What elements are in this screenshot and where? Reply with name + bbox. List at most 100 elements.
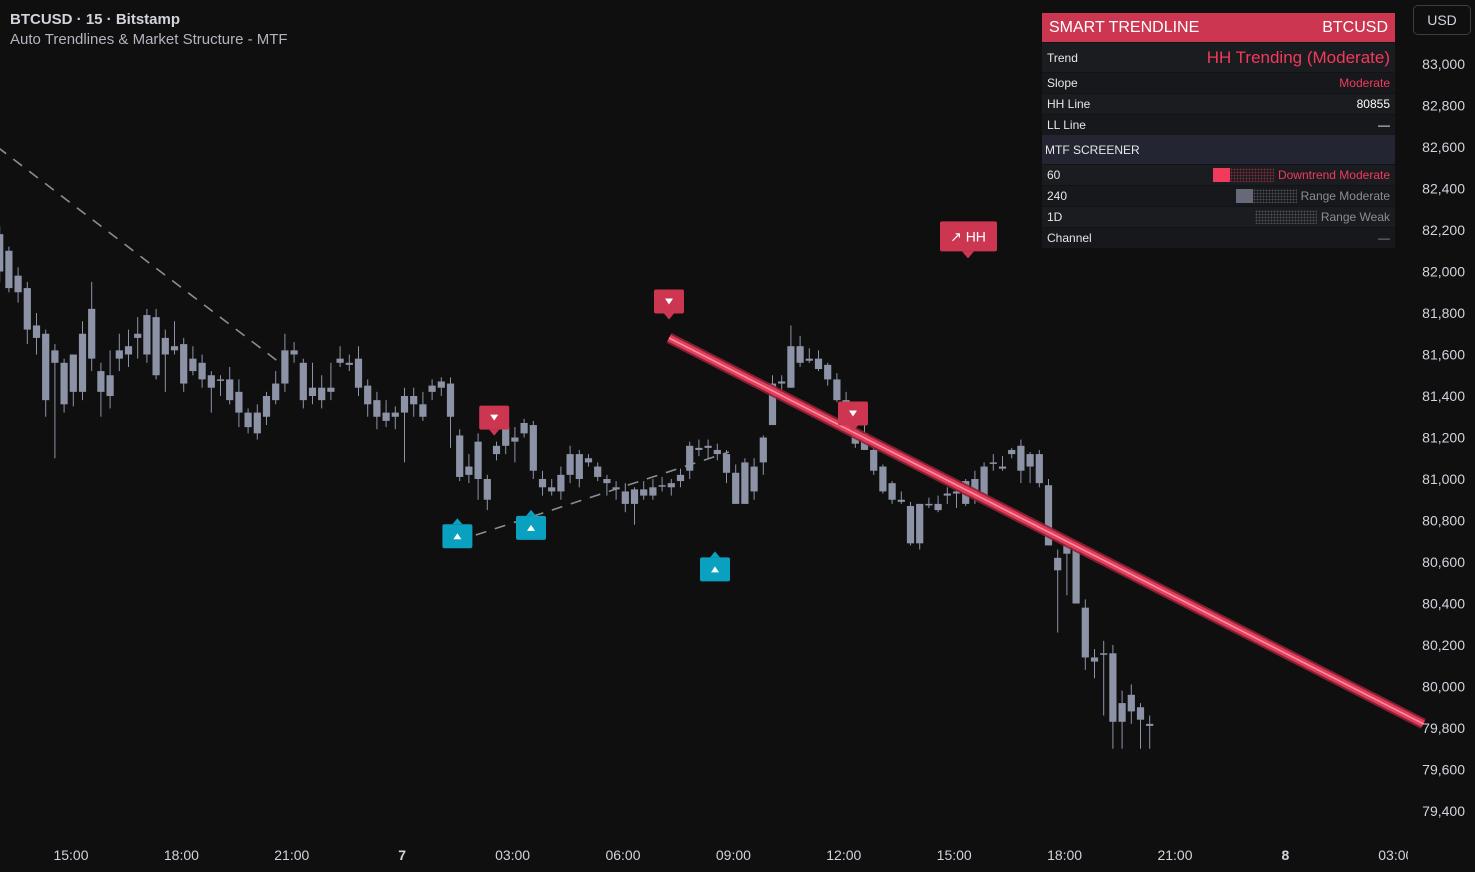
candle-body — [612, 487, 620, 490]
candle-body — [557, 474, 565, 492]
trendline-core — [668, 337, 1424, 725]
candle-body — [980, 466, 988, 500]
mtf-240-label: 240 — [1047, 189, 1068, 203]
candle-body — [796, 346, 804, 363]
candle-body — [161, 337, 169, 355]
candle-body — [934, 503, 942, 511]
candle-body — [750, 466, 758, 492]
time-tick-label: 12:00 — [826, 847, 861, 863]
candle-body — [152, 317, 160, 376]
candle-body — [483, 479, 491, 500]
up-arrow-icon — [453, 533, 462, 540]
candle-body — [226, 379, 234, 401]
candle-body — [345, 362, 353, 365]
channel-row: Channel — — [1042, 227, 1395, 248]
hh-line-label: HH Line — [1047, 97, 1091, 111]
candle-body — [51, 350, 59, 363]
candle-body — [621, 491, 629, 504]
candle-body — [180, 344, 188, 384]
time-tick-label: 03:00 — [495, 847, 530, 863]
candle-body — [732, 472, 740, 504]
candle-body — [318, 387, 326, 401]
candle-body — [400, 396, 409, 413]
candle-body — [465, 466, 473, 475]
mtf-1d-value: Range Weak — [1320, 210, 1390, 224]
candle-body — [1008, 449, 1016, 455]
candle-body — [722, 454, 731, 473]
candle-body — [0, 234, 4, 272]
time-tick-label: 18:00 — [1047, 847, 1082, 863]
candle-body — [373, 400, 381, 417]
axis-corner — [1408, 838, 1475, 872]
candle-body — [410, 396, 418, 405]
strength-meter — [1252, 189, 1297, 203]
candle-body — [833, 379, 841, 401]
candle-body — [1146, 723, 1154, 726]
hh-trendline — [666, 333, 1426, 729]
candle-body — [336, 358, 344, 363]
candle-body — [262, 396, 271, 417]
price-tick-label: 79,800 — [1422, 720, 1465, 736]
candle-body — [143, 315, 151, 355]
candle-body — [1136, 707, 1145, 720]
up-arrow-icon — [711, 566, 719, 573]
strength-meter — [1229, 168, 1274, 182]
candle-body — [998, 466, 1007, 469]
candle-body — [437, 381, 445, 388]
trend-label: Trend — [1047, 50, 1078, 65]
candle-body — [106, 375, 114, 396]
price-tick-label: 80,200 — [1422, 637, 1465, 653]
pivot-low-pointer — [452, 518, 463, 525]
candle-body — [428, 385, 436, 392]
hh-label-pointer — [962, 251, 974, 259]
candle-body — [1054, 557, 1062, 571]
candle-body — [989, 462, 997, 464]
candle-body — [759, 437, 767, 463]
candle-body — [170, 346, 179, 351]
candle-body — [308, 387, 317, 396]
indicator-title[interactable]: Auto Trendlines & Market Structure - MTF — [10, 31, 288, 48]
candle-body — [1081, 607, 1089, 658]
price-tick-label: 79,600 — [1422, 762, 1465, 778]
candle-body — [814, 358, 823, 370]
candle-body — [244, 412, 252, 428]
candle-body — [520, 422, 528, 434]
time-tick-label: 15:00 — [53, 847, 88, 863]
pivot-low-pointer — [526, 509, 536, 516]
candle-body — [925, 503, 933, 506]
candle-body — [1072, 545, 1080, 604]
pivot-low-pointer — [710, 551, 720, 558]
panel-symbol: BTCUSD — [1322, 18, 1388, 36]
currency-button[interactable]: USD — [1413, 5, 1471, 35]
price-tick-label: 81,000 — [1422, 471, 1465, 487]
candle-body — [198, 362, 206, 380]
candlesticks — [0, 225, 1154, 749]
candle-body — [1044, 485, 1053, 546]
time-tick-label: 8 — [1282, 847, 1290, 863]
candle-body — [69, 354, 77, 392]
pivot-markers: ↗ HH — [442, 221, 997, 582]
candle-body — [768, 383, 777, 426]
strength-meter — [1254, 210, 1317, 224]
candle-body — [327, 387, 335, 392]
candle-body — [134, 333, 142, 338]
ll-line-value: — — [1378, 118, 1390, 132]
candle-body — [1017, 445, 1025, 471]
candle-body — [870, 449, 878, 471]
price-tick-label: 82,400 — [1422, 181, 1465, 197]
channel-value: — — [1378, 231, 1390, 245]
smart-trendline-panel: SMART TRENDLINE BTCUSD Trend HH Trending… — [1042, 13, 1395, 248]
candle-body — [805, 358, 813, 361]
candle-body — [492, 445, 501, 455]
candle-body — [511, 437, 519, 442]
candle-body — [741, 462, 749, 504]
hh-line-value: 80855 — [1356, 97, 1390, 111]
symbol-title[interactable]: BTCUSD · 15 · Bitstamp — [10, 11, 181, 28]
candle-body — [1127, 694, 1135, 712]
pivot-high-pointer — [664, 313, 674, 320]
candle-body — [32, 325, 41, 338]
candle-body — [529, 425, 537, 471]
candle-body — [676, 474, 685, 482]
candle-body — [575, 454, 583, 479]
